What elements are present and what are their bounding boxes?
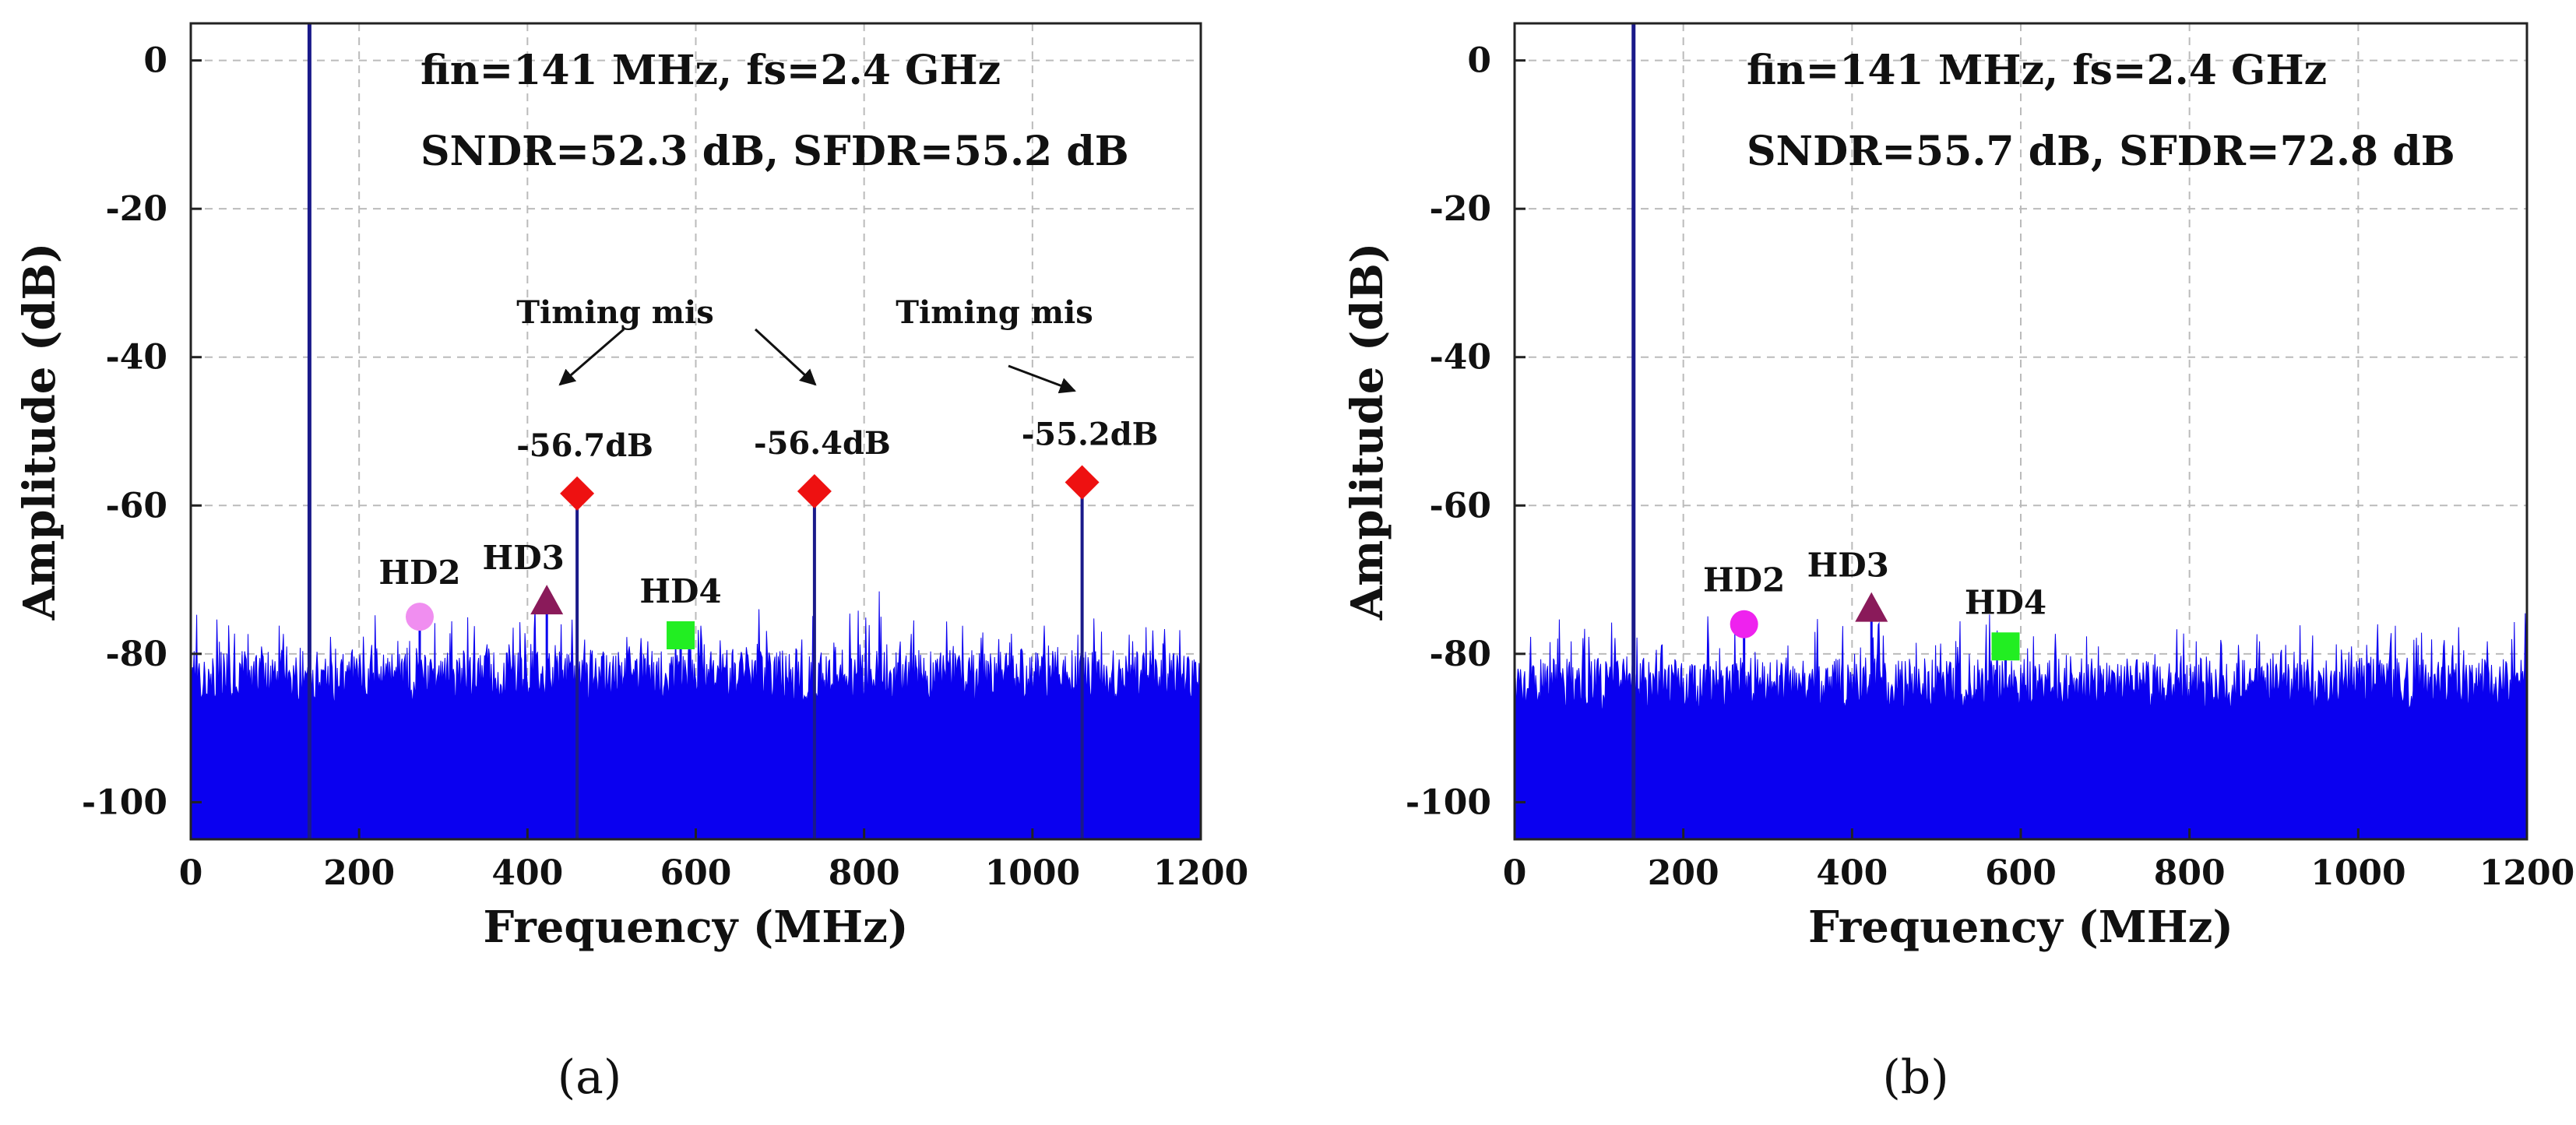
spur-marker-1 (797, 473, 832, 508)
info-line-2-a: SNDR=52.3 dB, SFDR=55.2 dB (421, 128, 1129, 175)
y-tick-label-5: -100 (82, 782, 167, 822)
harmonic-label-2: HD4 (1965, 583, 2046, 621)
info-line-1-b: fin=141 MHz, fs=2.4 GHz (1747, 47, 2327, 94)
timing-arrow-1-a (558, 328, 625, 386)
x-tick-label-0: 0 (1503, 853, 1527, 893)
info-line-1-a: fin=141 MHz, fs=2.4 GHz (421, 47, 1001, 94)
timing-arrow-2-a (754, 328, 817, 386)
y-tick-label-4: -80 (106, 635, 168, 674)
plot-area-b: HD2 HD3 HD4 0 200 400 600 800 1000 1200 0 -20 -40 -60… (1342, 22, 2574, 953)
y-tick-label-3: -60 (1430, 486, 1492, 526)
x-tick-label-3: 600 (660, 853, 732, 893)
hd2-marker (1730, 610, 1758, 638)
x-tick-label-6: 1200 (1153, 853, 1248, 893)
y-tick-label-1: -20 (106, 189, 168, 229)
hd3-marker (1855, 592, 1888, 622)
y-axis-label: Amplitude (dB) (14, 243, 65, 621)
x-axis-label: Frequency (MHz) (1808, 902, 2233, 953)
y-tick-label-0: 0 (1467, 41, 1491, 81)
noise-spectrum (1514, 613, 2528, 840)
x-tick-label-4: 800 (829, 853, 900, 893)
x-tick-label-5: 1000 (985, 853, 1080, 893)
x-tick-label-3: 600 (1985, 853, 2057, 893)
x-tick-label-1: 200 (1648, 853, 1719, 893)
x-axis-label: Frequency (MHz) (484, 902, 909, 953)
panel-label-b: (b) (1882, 1050, 1948, 1105)
harmonic-label-1: HD3 (483, 539, 565, 577)
y-tick-label-2: -40 (1430, 338, 1492, 378)
y-tick-label-2: -40 (106, 338, 168, 378)
x-tick-label-5: 1000 (2310, 853, 2405, 893)
x-tick-label-6: 1200 (2479, 853, 2574, 893)
hd2-marker (405, 603, 434, 631)
panel-b: HD2 HD3 HD4 0 200 400 600 800 1000 1200 0 -20 -40 -60… (1342, 22, 2574, 1105)
hd4-marker (667, 621, 695, 649)
y-tick-label-3: -60 (106, 486, 168, 526)
timing-label-1-a: Timing mis (516, 294, 714, 331)
y-tick-label-5: -100 (1406, 782, 1491, 822)
timing-label-2-a: Timing mis (896, 294, 1093, 331)
x-tick-label-1: 200 (323, 853, 395, 893)
y-tick-label-1: -20 (1430, 189, 1492, 229)
y-axis-label: Amplitude (dB) (1342, 243, 1393, 621)
harmonic-label-2: HD4 (639, 572, 721, 610)
timing-arrow-3-a (1008, 364, 1076, 394)
harmonic-label-0: HD2 (378, 554, 460, 592)
plot-area-a: -56.7dB -56.4dB -55.2dB HD2 HD3 HD4 0 200 400 600… (14, 22, 1248, 953)
harmonic-label-0: HD2 (1703, 561, 1785, 599)
x-tick-label-4: 800 (2154, 853, 2226, 893)
noise-spectrum (190, 591, 1202, 840)
hd4-marker (1991, 632, 2020, 661)
x-tick-label-2: 400 (491, 853, 563, 893)
panel-a: -56.7dB -56.4dB -55.2dB HD2 HD3 HD4 0 200 400 600… (14, 22, 1248, 1105)
x-tick-label-2: 400 (1816, 853, 1888, 893)
spur-value-label-0: -56.7dB (516, 427, 653, 464)
spur-marker-0 (560, 476, 595, 511)
hd3-marker (530, 585, 564, 615)
y-tick-label-0: 0 (143, 41, 167, 81)
info-line-2-b: SNDR=55.7 dB, SFDR=72.8 dB (1747, 128, 2455, 175)
panel-label-a: (a) (558, 1050, 622, 1105)
spur-value-label-1: -56.4dB (754, 425, 891, 462)
x-tick-label-0: 0 (179, 853, 203, 893)
y-tick-label-4: -80 (1430, 635, 1492, 674)
spur-value-label-2: -55.2dB (1022, 417, 1159, 453)
spur-marker-2 (1065, 465, 1100, 500)
harmonic-label-1: HD3 (1807, 547, 1889, 585)
